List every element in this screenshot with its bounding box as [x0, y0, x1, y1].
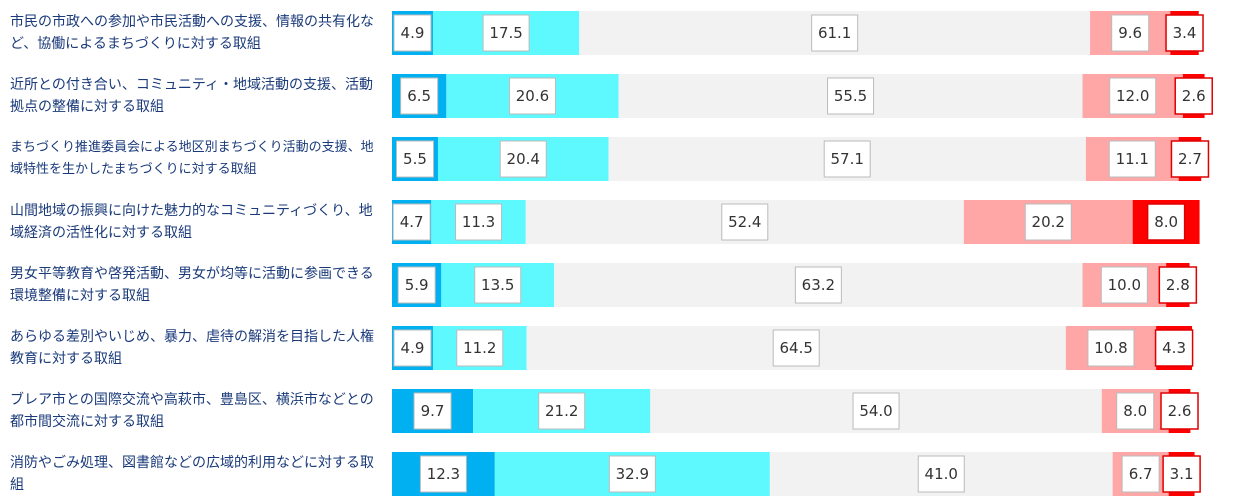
label-box	[1116, 392, 1155, 430]
category-label: 男女平等教育や啓発活動、男女が均等に活動に参画できる環境整備に対する取組	[10, 266, 374, 304]
label-box	[482, 14, 530, 52]
value-label: 3.4	[1173, 24, 1197, 42]
label-box	[1024, 203, 1072, 241]
value-label: 3.1	[1170, 465, 1194, 483]
label-box	[538, 392, 586, 430]
label-box	[1111, 14, 1150, 52]
label-box	[1087, 329, 1135, 367]
value-label: 11.1	[1116, 150, 1149, 168]
label-box	[499, 140, 547, 178]
label-box	[455, 203, 503, 241]
value-label: 20.6	[516, 87, 549, 105]
value-label: 10.8	[1094, 339, 1127, 357]
value-label: 41.0	[925, 465, 958, 483]
value-label: 11.3	[462, 213, 495, 231]
label-box	[852, 392, 900, 430]
value-label: 5.9	[405, 276, 429, 294]
category-label: 市民の市政への参加や市民活動への支援、情報の共有化など、協働によるまちづくりに対…	[10, 14, 374, 52]
label-box	[1165, 14, 1204, 52]
value-label: 64.5	[780, 339, 813, 357]
label-box	[823, 140, 871, 178]
label-box	[1170, 140, 1210, 178]
label-box	[456, 329, 504, 367]
value-label: 6.7	[1129, 465, 1153, 483]
value-label: 32.9	[616, 465, 649, 483]
value-label: 4.7	[400, 213, 424, 231]
category-label: あらゆる差別やいじめ、暴力、虐待の解消を目指した人権教育に対する取組	[10, 329, 374, 367]
value-label: 17.5	[489, 24, 522, 42]
label-box	[721, 203, 769, 241]
value-label: 5.5	[403, 150, 427, 168]
category-label: 近所との付き合い、コミュニティ・地域活動の支援、活動拠点の整備に対する取組	[10, 77, 374, 115]
label-box	[508, 77, 556, 115]
label-box	[419, 455, 467, 493]
label-box	[1158, 266, 1198, 304]
value-label: 54.0	[859, 402, 892, 420]
value-label: 8.0	[1123, 402, 1147, 420]
label-box	[1174, 77, 1213, 115]
value-label: 20.2	[1032, 213, 1065, 231]
value-label: 4.9	[401, 339, 425, 357]
label-box	[474, 266, 522, 304]
label-box	[400, 77, 439, 115]
value-label: 21.2	[545, 402, 578, 420]
label-box	[794, 266, 842, 304]
label-box	[1146, 203, 1186, 241]
label-box	[827, 77, 875, 115]
value-label: 6.5	[407, 87, 431, 105]
value-label: 57.1	[830, 150, 863, 168]
value-label: 12.0	[1116, 87, 1149, 105]
label-box	[1100, 266, 1148, 304]
value-label: 2.8	[1166, 276, 1190, 294]
value-label: 61.1	[818, 24, 851, 42]
label-box	[1109, 77, 1157, 115]
label-box	[413, 392, 452, 430]
label-box	[772, 329, 820, 367]
value-label: 8.0	[1154, 213, 1178, 231]
value-label: 10.0	[1108, 276, 1141, 294]
label-box	[1108, 140, 1156, 178]
value-label: 2.6	[1182, 87, 1206, 105]
value-label: 12.3	[427, 465, 460, 483]
value-label: 4.3	[1162, 339, 1186, 357]
value-label: 13.5	[481, 276, 514, 294]
value-label: 20.4	[507, 150, 540, 168]
value-label: 9.6	[1118, 24, 1142, 42]
value-label: 55.5	[834, 87, 867, 105]
label-box	[397, 266, 436, 304]
category-label: 消防やごみ処理、図書館などの広域的利用などに対する取組	[10, 455, 374, 493]
label-box	[393, 329, 432, 367]
value-label: 2.7	[1178, 150, 1202, 168]
value-label: 4.9	[401, 24, 425, 42]
label-box	[608, 455, 656, 493]
value-label: 52.4	[728, 213, 761, 231]
label-box	[1154, 329, 1194, 367]
value-label: 2.6	[1168, 402, 1192, 420]
value-label: 63.2	[802, 276, 835, 294]
label-box	[1121, 455, 1160, 493]
category-label: ブレア市との国際交流や高萩市、豊島区、横浜市などとの都市間交流に対する取組	[10, 392, 374, 430]
label-box	[392, 203, 431, 241]
label-box	[395, 140, 434, 178]
category-label: まちづくり推進委員会による地区別まちづくり活動の支援、地域特性を生かしたまちづく…	[10, 140, 374, 177]
label-box	[1160, 392, 1199, 430]
value-label: 11.2	[463, 339, 496, 357]
label-box	[811, 14, 859, 52]
label-box	[1162, 455, 1201, 493]
label-box	[917, 455, 965, 493]
label-box	[393, 14, 432, 52]
category-label: 山間地域の振興に向けた魅力的なコミュニティづくり、地域経済の活性化に対する取組	[10, 203, 373, 241]
value-label: 9.7	[421, 402, 445, 420]
